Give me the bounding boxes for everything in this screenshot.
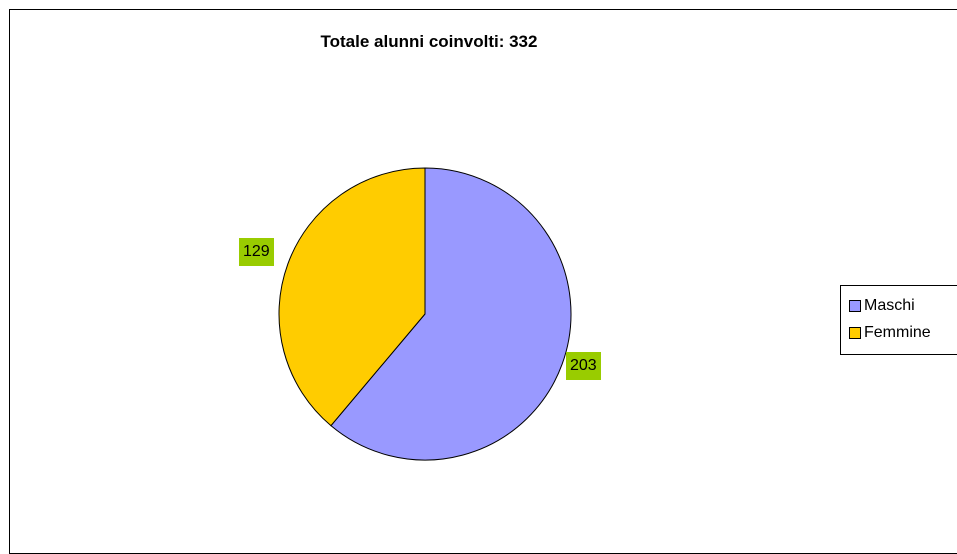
pie-slice-maschi xyxy=(330,167,572,461)
legend-item-maschi: Maschi xyxy=(849,296,915,316)
pie-chart xyxy=(278,167,572,461)
legend-label-maschi: Maschi xyxy=(864,297,915,314)
legend-swatch-maschi xyxy=(849,300,861,312)
data-label-maschi: 203 xyxy=(566,352,601,380)
legend-label-femmine: Femmine xyxy=(864,324,931,341)
chart-title: Totale alunni coinvolti: 332 xyxy=(320,32,538,51)
pie-slice-femmine xyxy=(278,167,426,427)
legend-item-femmine: Femmine xyxy=(849,323,931,343)
legend-swatch-femmine xyxy=(849,327,861,339)
legend: Maschi Femmine xyxy=(840,285,957,355)
data-label-femmine: 129 xyxy=(239,238,274,266)
chart-area: Totale alunni coinvolti: 332 203 129 Mas… xyxy=(9,9,957,554)
